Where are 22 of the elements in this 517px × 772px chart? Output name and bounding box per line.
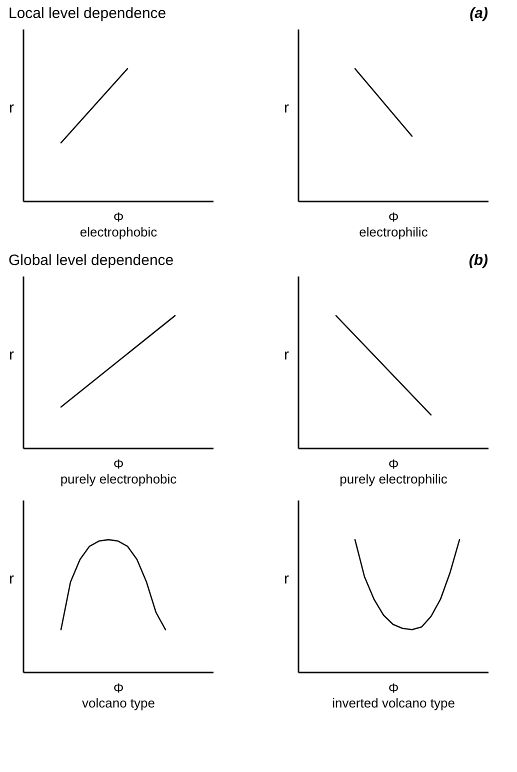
text: electrophilic bbox=[359, 224, 428, 240]
x-axis-title: Φ bbox=[113, 680, 124, 696]
text: purely electrophilic bbox=[340, 472, 448, 486]
chart-title: Global level dependence bbox=[8, 252, 174, 269]
y-axis-title: r bbox=[284, 346, 289, 364]
y-axis-title: r bbox=[284, 100, 289, 116]
x-axis-title: Φ bbox=[388, 210, 399, 224]
y-axis-title: r bbox=[9, 346, 14, 364]
chart-title: (b) bbox=[468, 252, 488, 269]
text: electrophobic bbox=[80, 224, 158, 240]
chart-title: (a) bbox=[470, 5, 488, 22]
y-axis-title: r bbox=[9, 100, 14, 116]
y-axis-title: r bbox=[9, 570, 14, 588]
y-axis-title: r bbox=[284, 570, 289, 588]
chart-title: Local level dependence bbox=[8, 5, 166, 22]
x-axis-title: Φ bbox=[113, 456, 124, 472]
text: inverted volcano type bbox=[332, 696, 455, 710]
x-axis-title: Φ bbox=[388, 456, 399, 472]
x-axis-title: Φ bbox=[113, 210, 124, 224]
x-axis-title: Φ bbox=[388, 680, 399, 696]
text: volcano type bbox=[82, 696, 155, 710]
text: purely electrophobic bbox=[60, 472, 178, 486]
